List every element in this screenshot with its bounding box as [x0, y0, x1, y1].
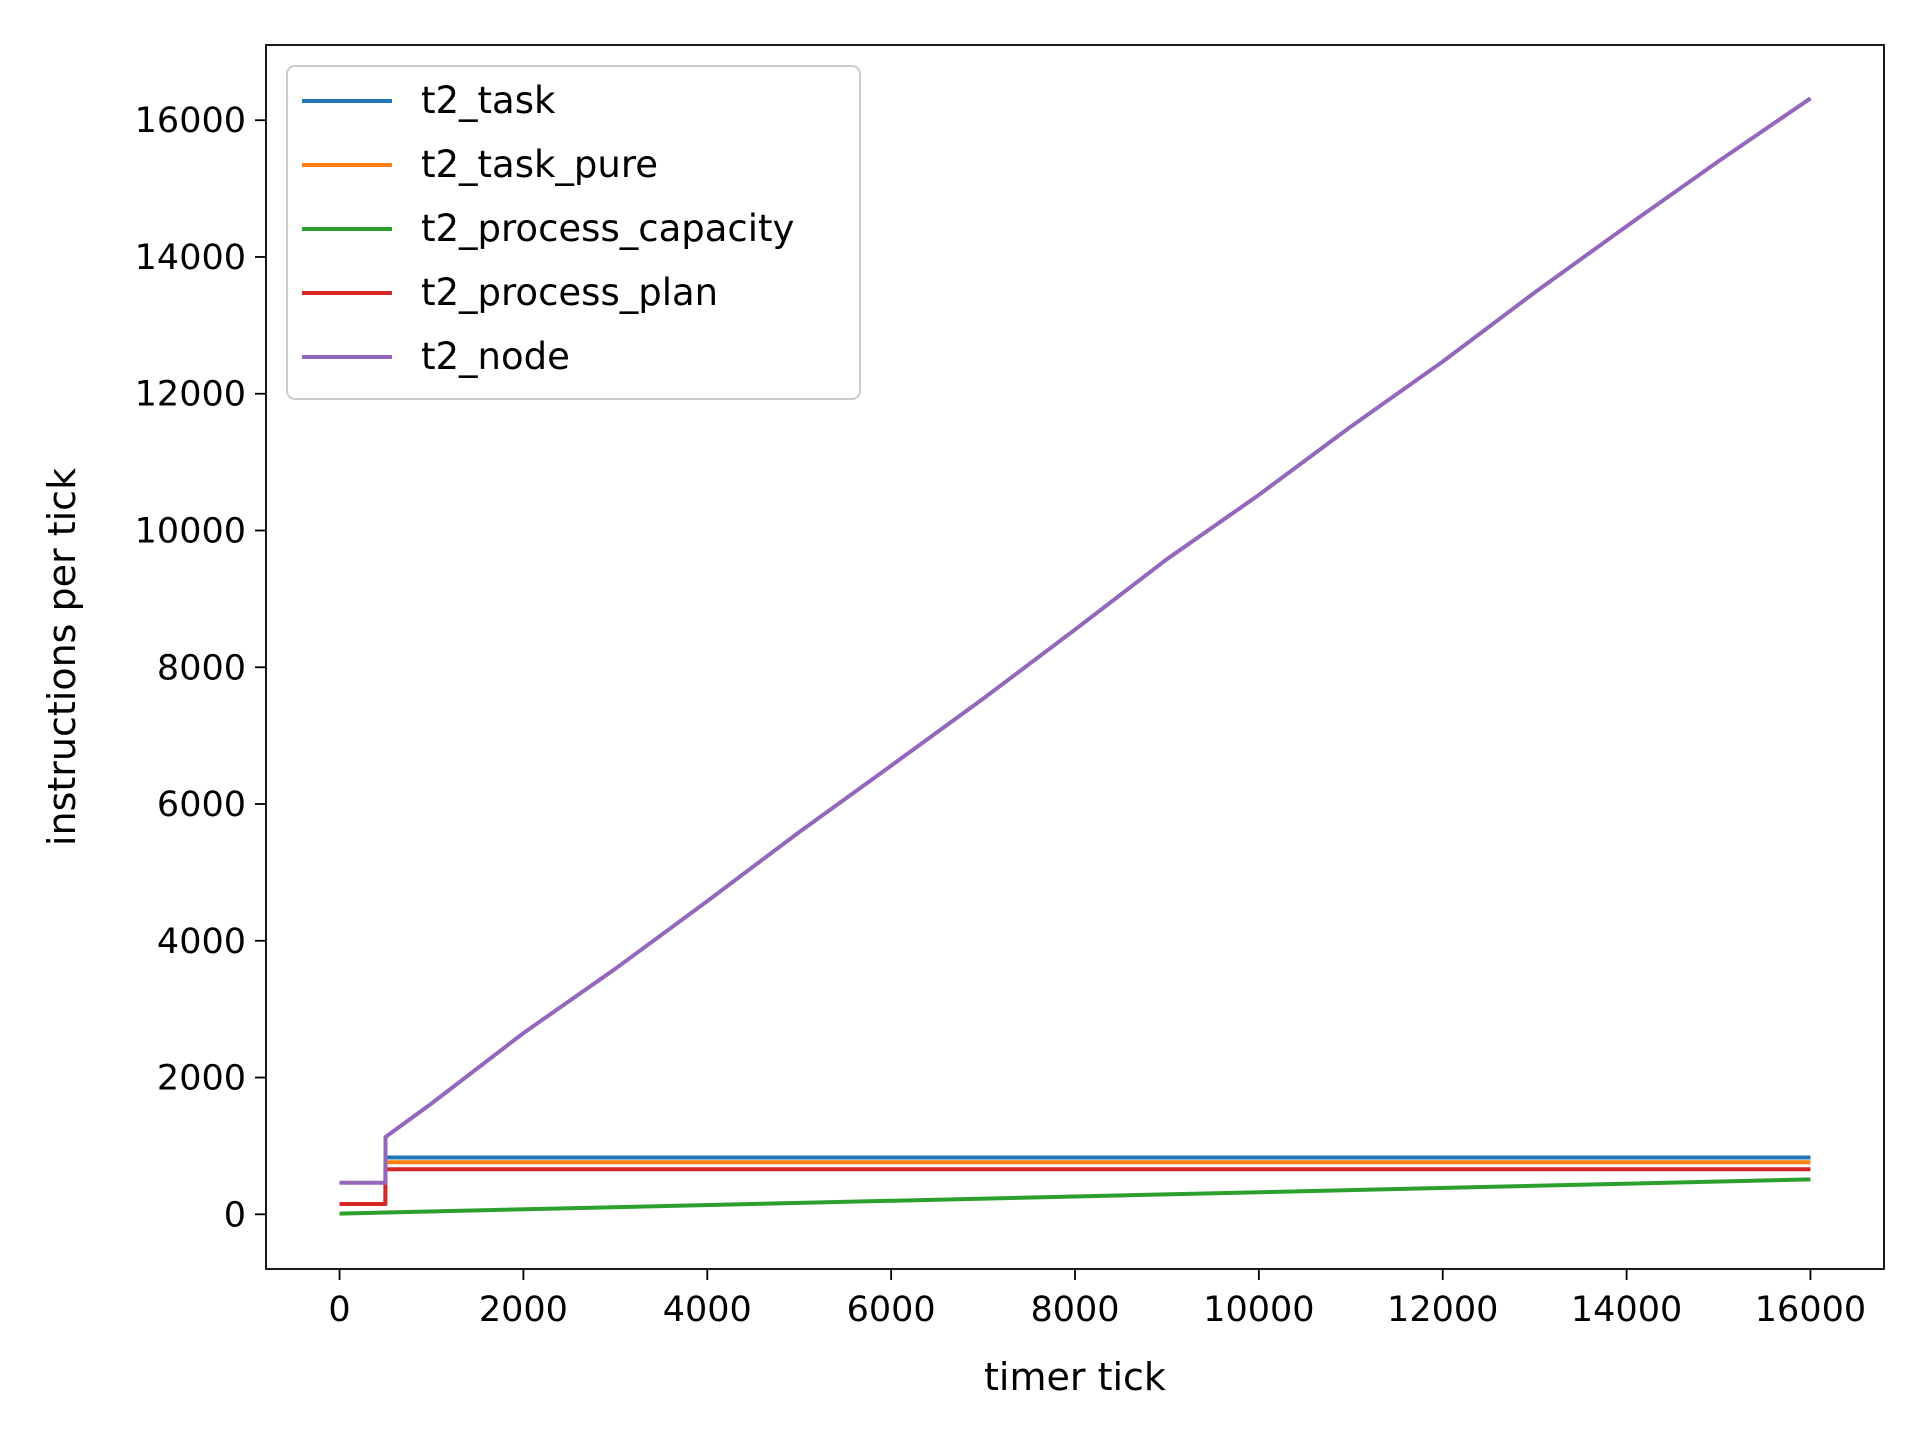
y-tick-label: 2000: [157, 1059, 246, 1099]
series-line-t2-node: [339, 96, 1812, 1185]
y-tick-label: 4000: [157, 922, 246, 962]
x-tick-label: 8000: [1030, 1290, 1119, 1330]
y-axis-label: instructions per tick: [40, 468, 84, 846]
legend-items: t2_task t2_task_pure t2_process_capacity t2…: [302, 79, 794, 378]
series-line-t2-process-plan: [339, 1167, 1811, 1206]
legend-box: [286, 65, 861, 400]
x-tick-label: 10000: [1203, 1290, 1314, 1330]
x-tick-label: 0: [328, 1290, 350, 1330]
legend-label: t2_process_plan: [421, 271, 718, 314]
y-tick-label: 0: [224, 1195, 246, 1235]
y-tick-label: 14000: [135, 238, 246, 278]
y-tick-label: 16000: [135, 101, 246, 141]
x-tick-label: 4000: [663, 1290, 752, 1330]
y-tick-label: 8000: [157, 648, 246, 688]
x-tick-label: 2000: [479, 1290, 568, 1330]
x-axis-label: timer tick: [984, 1355, 1166, 1399]
x-tick-label: 14000: [1571, 1290, 1682, 1330]
y-tick-label: 10000: [135, 511, 246, 551]
series-line-t2-process-capacity: [339, 1177, 1811, 1216]
x-tick-label: 12000: [1387, 1290, 1498, 1330]
legend-label: t2_process_capacity: [421, 207, 794, 250]
y-tick-label: 6000: [157, 785, 246, 825]
y-tick-label: 12000: [135, 375, 246, 415]
legend-label: t2_task: [421, 79, 556, 122]
legend-label: t2_task_pure: [421, 143, 658, 186]
x-axis: 0 2000 4000 6000 8000 10000 12000 14000 16000: [328, 1269, 1866, 1330]
legend: t2_task t2_task_pure t2_process_capacity t2…: [286, 65, 861, 400]
x-tick-label: 16000: [1755, 1290, 1866, 1330]
series-layer: [339, 96, 1812, 1216]
y-axis: 0 2000 4000 6000 8000 10000 12000 14000 16000: [135, 101, 266, 1235]
legend-label: t2_node: [421, 335, 570, 378]
x-tick-label: 6000: [847, 1290, 936, 1330]
